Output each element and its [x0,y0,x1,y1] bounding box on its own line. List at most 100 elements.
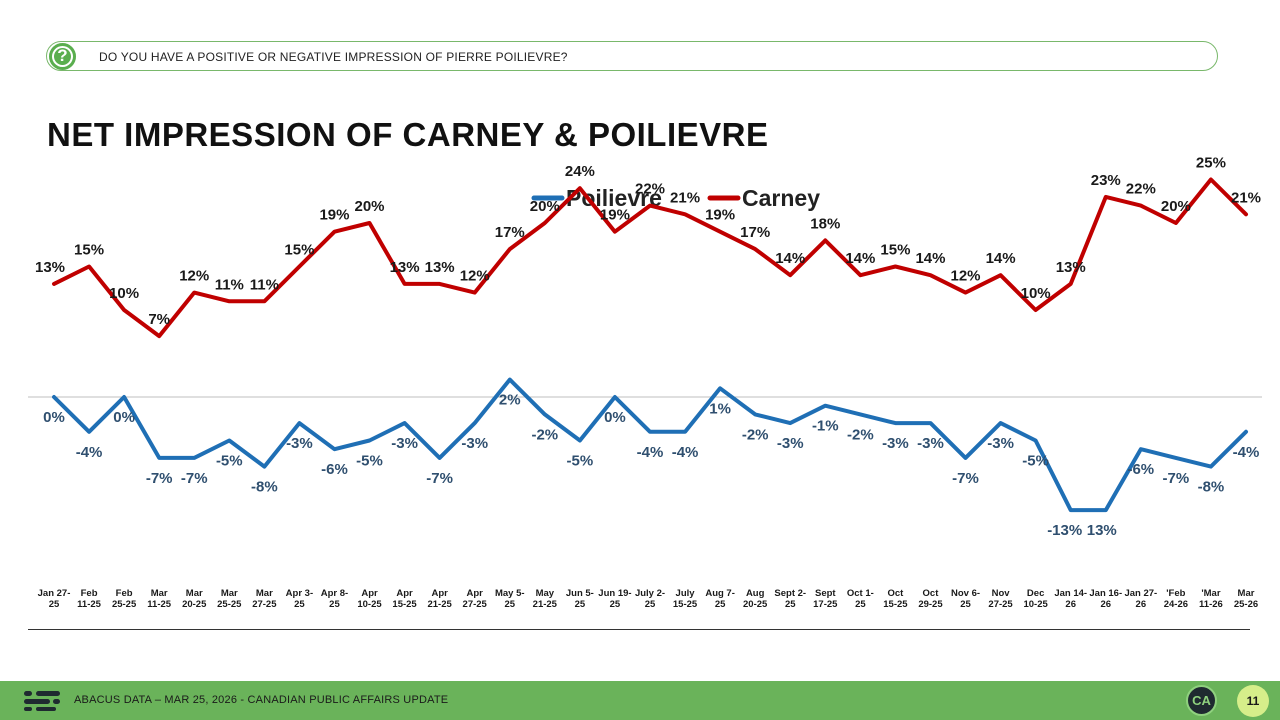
data-label-carney: 19% [600,207,630,224]
x-tick-label-line: Oct 1- [847,588,874,599]
x-tick-label-line: Jan 16- [1089,588,1122,599]
data-point-carney [52,282,56,286]
x-tick-label-line: Dec [1027,588,1044,599]
x-tick-label: Aug 7-25 [705,588,735,610]
data-label-carney: 17% [495,224,525,241]
data-point-poilievre [999,421,1003,425]
question-icon: ? [49,43,76,70]
data-label-carney: 10% [109,285,139,302]
x-tick-label-line: 17-25 [813,599,838,610]
data-label-poilievre: -2% [742,426,769,443]
data-label-carney: 12% [179,268,209,285]
data-label-poilievre: -13% [1047,522,1082,539]
page-title: NET IMPRESSION OF CARNEY & POILIEVRE [47,116,769,153]
x-tick-label-line: Apr 8- [321,588,348,599]
data-point-poilievre [1174,456,1178,460]
x-tick-label: Apr 3-25 [286,588,313,610]
x-tick-label-line: Mar [256,588,273,599]
x-tick-label: May 5-25 [495,588,525,610]
data-label-poilievre: -4% [76,444,103,461]
data-label-carney: 14% [986,250,1016,267]
data-point-carney [1139,204,1143,208]
x-tick-label-line: 24-26 [1164,599,1188,610]
x-tick-label-line: Mar [1238,588,1255,599]
x-tick-label-line: 25 [610,599,621,610]
x-tick-label-line: Feb [81,588,98,599]
x-tick-label-line: Apr [431,588,448,599]
data-point-poilievre [683,430,687,434]
data-point-carney [297,265,301,268]
data-label-carney: 7% [148,311,170,328]
data-point-poilievre [262,465,266,469]
x-tick-label-line: 10-25 [357,599,382,610]
data-label-poilievre: -3% [987,435,1014,452]
data-point-carney [718,230,722,234]
x-tick-label-line: Oct [923,588,940,599]
data-point-carney [262,299,266,303]
data-point-poilievre [613,395,617,399]
x-tick-label-line: 25 [960,599,971,610]
data-label-carney: 25% [1196,155,1226,172]
data-point-carney [858,273,862,277]
data-label-poilievre: -6% [321,461,348,478]
data-point-poilievre [122,395,126,399]
data-point-carney [368,221,372,225]
abacus-logo-icon [24,691,60,711]
data-point-poilievre [87,430,91,434]
data-label-poilievre: -5% [216,453,243,470]
x-tick-label-line: 27-25 [988,599,1013,610]
x-tick-label-line: 25 [504,599,515,610]
data-point-carney [1069,282,1073,286]
data-point-carney [893,265,897,268]
data-point-poilievre [157,456,161,460]
data-label-carney: 12% [460,268,490,285]
page-number: 11 [1237,685,1269,717]
x-tick-label: Oct 1-25 [847,588,874,610]
data-point-carney [332,230,336,234]
data-label-carney: 22% [1126,181,1156,198]
x-tick-label-line: Oct [887,588,904,599]
x-tick-label-line: Mar [221,588,238,599]
data-point-poilievre [1034,439,1038,442]
data-label-poilievre: 0% [43,409,65,426]
data-label-carney: 14% [775,250,805,267]
data-label-carney: 13% [35,259,65,276]
data-label-carney: 20% [530,198,560,215]
data-label-poilievre: -8% [251,479,278,496]
x-tick-label-line: Apr [396,588,413,599]
data-label-poilievre: -3% [917,435,944,452]
data-label-poilievre: 2% [499,392,521,409]
x-tick-label: Sept 2-25 [774,588,806,610]
x-tick-label-line: 25-25 [112,599,137,610]
data-label-poilievre: -6% [1127,461,1154,478]
data-label-carney: 15% [880,242,910,259]
x-tick-label-line: 25 [645,599,656,610]
data-label-carney: 12% [951,268,981,285]
bottom-divider [28,629,1250,630]
x-tick-label-line: Jun 5- [566,588,594,599]
data-point-carney [1209,178,1213,181]
data-point-poilievre [438,456,442,460]
data-point-poilievre [543,412,547,416]
data-point-carney [578,186,582,190]
data-label-carney: 15% [284,242,314,259]
x-tick-label-line: 20-25 [743,599,768,610]
x-tick-label-line: Nov 6- [951,588,980,599]
x-tick-label-line: 21-25 [427,599,452,610]
data-label-carney: 17% [740,224,770,241]
x-tick-label-line: Nov [992,588,1011,599]
x-tick-label-line: 25 [49,599,60,610]
data-label-poilievre: -7% [952,470,979,487]
data-point-carney [928,273,932,277]
data-label-poilievre: -3% [391,435,418,452]
data-point-carney [1244,212,1248,216]
